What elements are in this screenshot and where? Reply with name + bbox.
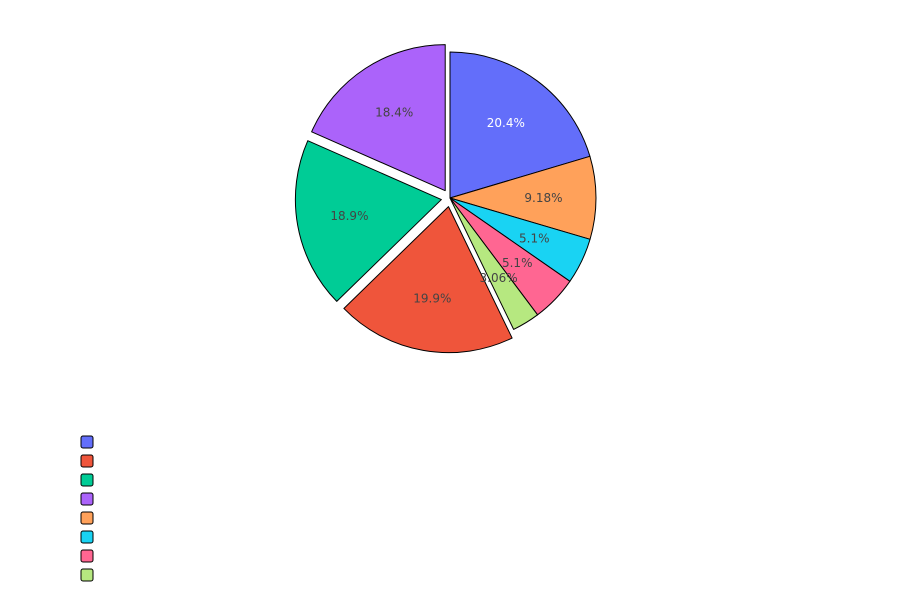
legend [80, 435, 94, 582]
pie-slice-1[interactable] [449, 51, 591, 199]
pie-slice-2[interactable] [343, 206, 513, 354]
pie-slice-labels: 20.4%9.18%5.1%5.1%3.06%19.9%18.9%18.4% [330, 105, 562, 305]
slice-label-7: 5.1% [502, 256, 533, 270]
slice-label-1: 20.4% [487, 116, 525, 130]
slice-label-3: 18.9% [330, 209, 368, 223]
pie-slice-5[interactable] [449, 155, 597, 240]
legend-swatch-2[interactable] [80, 454, 94, 468]
legend-swatch-1[interactable] [80, 435, 94, 449]
slice-label-6: 5.1% [519, 231, 550, 245]
legend-swatch-3[interactable] [80, 473, 94, 487]
legend-swatch-6[interactable] [80, 530, 94, 544]
legend-swatch-4[interactable] [80, 492, 94, 506]
pie-slice-4[interactable] [311, 44, 446, 192]
legend-swatch-8[interactable] [80, 568, 94, 582]
pie-slices [294, 44, 597, 354]
pie-slice-8[interactable] [449, 197, 539, 330]
pie-slice-3[interactable] [294, 140, 442, 302]
slice-label-4: 18.4% [375, 105, 413, 119]
slice-label-5: 9.18% [524, 191, 562, 205]
slice-label-8: 3.06% [480, 271, 518, 285]
slice-label-2: 19.9% [413, 292, 451, 306]
legend-swatch-7[interactable] [80, 549, 94, 563]
legend-swatch-5[interactable] [80, 511, 94, 525]
